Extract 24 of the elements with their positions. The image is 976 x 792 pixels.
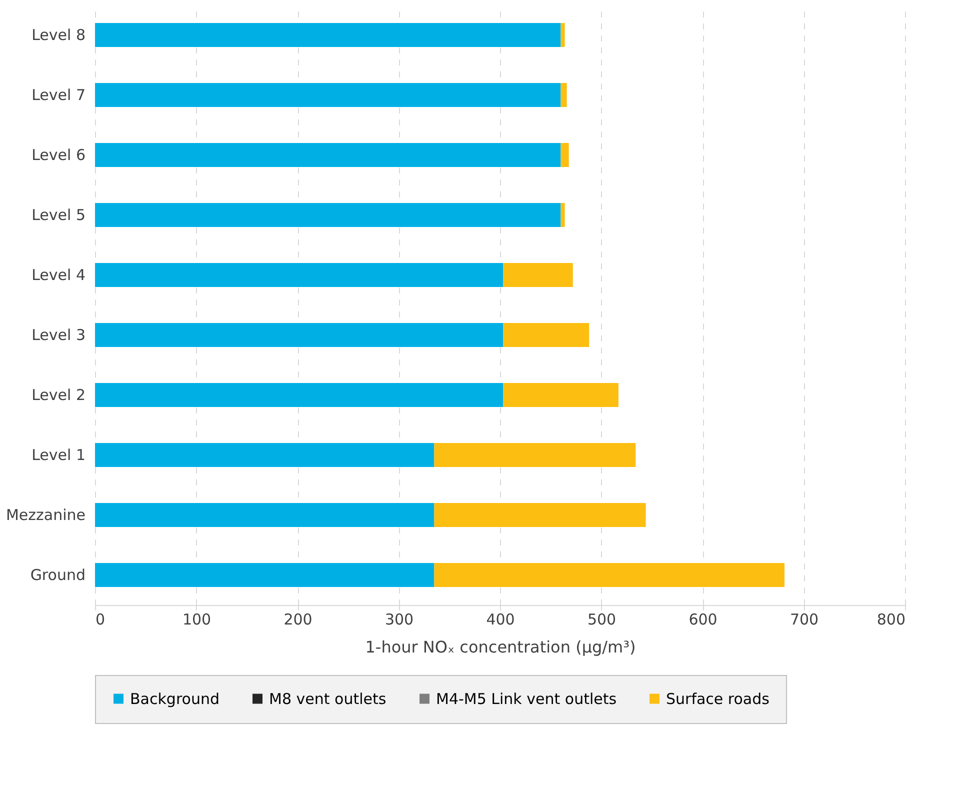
legend-label: Surface roads <box>666 690 770 708</box>
x-tick-label: 100 <box>182 610 212 628</box>
x-tick-label: 0 <box>96 610 106 628</box>
y-tick-label: Mezzanine <box>6 506 86 524</box>
y-tick-label: Level 5 <box>32 206 86 224</box>
y-tick-label: Level 8 <box>32 26 86 44</box>
y-tick-label: Ground <box>30 566 86 584</box>
legend-label: M8 vent outlets <box>269 690 386 708</box>
y-tick-label: Level 7 <box>32 86 86 104</box>
x-axis-title: 1-hour NOₓ concentration (µg/m³) <box>365 638 636 656</box>
x-tick-label: 200 <box>284 610 312 628</box>
y-tick-label: Level 4 <box>32 266 86 284</box>
y-tick-label: Level 6 <box>32 146 86 164</box>
x-tick-label: 400 <box>486 610 515 628</box>
x-tick-label: 500 <box>587 610 616 628</box>
y-tick-label: Level 3 <box>32 326 86 344</box>
x-tick-label: 600 <box>688 610 718 628</box>
y-tick-label: Level 2 <box>32 386 86 404</box>
x-tick-label: 800 <box>876 610 906 628</box>
x-tick-label: 300 <box>384 610 414 628</box>
legend-label: M4-M5 Link vent outlets <box>436 690 617 708</box>
y-tick-label: Level 1 <box>32 446 86 464</box>
x-tick-label: 700 <box>790 610 819 628</box>
legend-label: Background <box>130 690 220 708</box>
